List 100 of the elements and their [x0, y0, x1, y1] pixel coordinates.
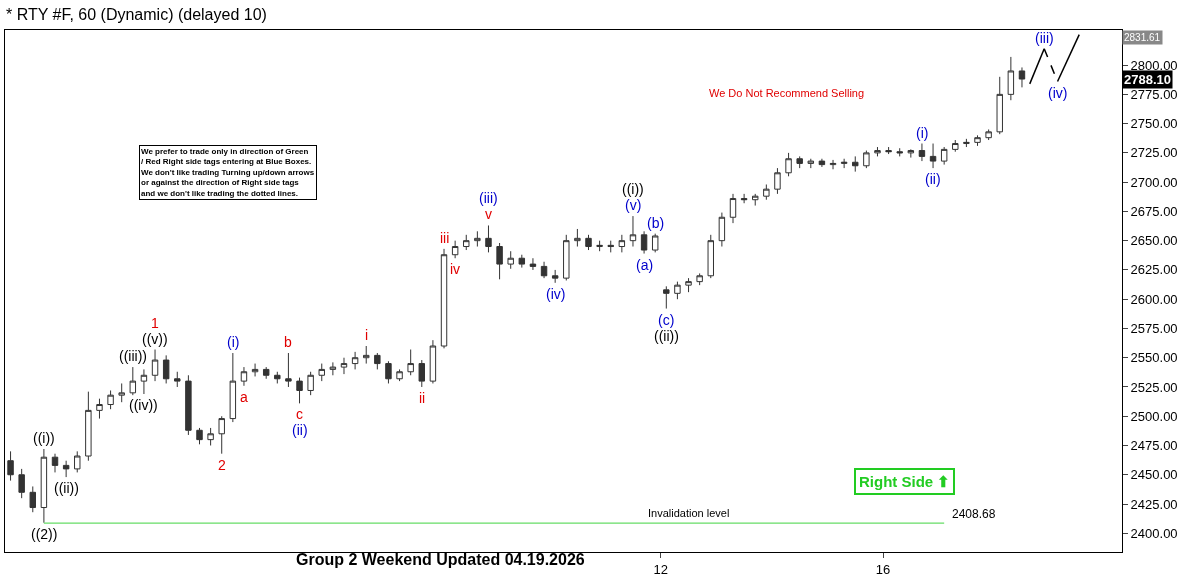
candlestick: [285, 352, 292, 388]
candlestick: [829, 159, 837, 170]
candlestick: [129, 366, 137, 396]
candlestick: [596, 240, 603, 252]
candlestick: [229, 352, 237, 423]
candlestick: [585, 234, 592, 251]
candlestick: [774, 167, 781, 195]
annotation: Group 2 Weekend Updated 04.19.2026: [296, 551, 585, 568]
candlestick: [729, 193, 737, 224]
candlestick: [863, 150, 870, 169]
candlestick: [385, 360, 392, 384]
candlestick: [663, 285, 670, 310]
annotation: Right Side ⬆: [859, 473, 951, 490]
y-tick-label: 2700.00: [1130, 174, 1178, 190]
annotation: ((i)): [622, 181, 644, 197]
y-tick-label: 2675.00: [1130, 203, 1178, 219]
candlestick: [485, 224, 492, 253]
candlestick: [185, 374, 192, 436]
candlestick: [440, 248, 448, 349]
annotation: We Do Not Recommend Selling: [709, 87, 865, 99]
candlestick: [162, 354, 170, 384]
candlestick: [885, 146, 892, 155]
annotation: c: [296, 406, 303, 422]
candlestick: [74, 450, 81, 473]
candlestick: [718, 212, 726, 248]
candlestick: [296, 377, 303, 404]
candlestick: [218, 415, 225, 455]
candlestick: [418, 359, 426, 388]
y-tick-label: 2800.00: [1130, 57, 1178, 73]
candlestick: [985, 128, 992, 141]
candlestick: [507, 250, 514, 270]
y-tick-label: 2550.00: [1130, 350, 1178, 366]
candlestick: [996, 76, 1003, 135]
candlestick: [940, 146, 948, 166]
annotation: ((v)): [142, 331, 168, 347]
candlestick: [674, 281, 681, 300]
y-tick-label: 2725.00: [1130, 145, 1178, 161]
annotation: ((2)): [31, 526, 58, 542]
candlestick: [1018, 66, 1026, 88]
text: 2831.61: [1124, 32, 1161, 43]
annotation: ((ii)): [654, 328, 679, 344]
annotation: ((ii)): [54, 480, 79, 496]
candlestick: [818, 158, 826, 168]
candlestick: [607, 240, 614, 253]
annotation: (ii): [925, 171, 941, 187]
y-tick-label: 2600.00: [1130, 291, 1178, 307]
candlestick: [174, 371, 181, 388]
candlestick: [785, 152, 792, 177]
candlestick: [752, 193, 759, 207]
x-tick-label: 16: [875, 561, 891, 577]
candlestick: [251, 363, 259, 377]
annotation: (iv): [546, 286, 566, 302]
y-tick-label: 2575.00: [1130, 321, 1178, 336]
y-tick-label: 2475.00: [1130, 438, 1178, 454]
candlestick: [329, 361, 337, 376]
candlestick: [40, 448, 48, 524]
annotation: (a): [636, 257, 654, 273]
annotation: i: [365, 327, 369, 343]
y-tick-label: 2750.00: [1130, 116, 1178, 132]
annotation: (iii): [1035, 30, 1054, 46]
candlestick: [151, 349, 159, 382]
candlestick: [307, 371, 314, 396]
y-tick-label: 2775.00: [1130, 86, 1178, 102]
candlestick: [140, 368, 148, 395]
y-tick-label: 2500.00: [1130, 408, 1178, 424]
annotation: b: [284, 334, 292, 350]
candlestick: [429, 339, 437, 384]
candlestick: [274, 371, 281, 384]
annotation: ((i)): [33, 430, 55, 446]
candlestick: [907, 148, 915, 159]
y-tick-label: 2450.00: [1130, 467, 1178, 483]
annotation: 2: [218, 457, 226, 473]
candlestick: [807, 158, 815, 169]
candlestick: [1007, 56, 1015, 101]
candlestick: [929, 143, 937, 169]
candlestick: [840, 158, 848, 169]
annotation: 2408.68: [952, 507, 996, 521]
candlestick: [18, 468, 25, 499]
candlestick: [952, 139, 959, 153]
annotation: (i): [916, 125, 929, 141]
annotation: We prefer to trade only in direction of Green / Red Right side tags entering at Blue Boxes. We don't like trading Turning up/down arrows or against the direction of Right side tags and we don't like trading the dotted lines.: [141, 147, 315, 198]
annotation: (b): [647, 215, 665, 231]
candlestick: [740, 193, 748, 204]
candlestick: [374, 352, 381, 370]
annotation: (ii): [292, 422, 308, 438]
candlestick: [852, 155, 859, 173]
candlestick: [696, 272, 703, 286]
candlestick: [896, 147, 903, 157]
candlestick: [351, 351, 359, 370]
annotation: (i): [227, 334, 240, 350]
annotation: iv: [450, 261, 461, 277]
candlestick: [540, 261, 548, 279]
candlestick: [240, 366, 248, 387]
annotation: ((iv)): [129, 397, 158, 413]
candlestick: [262, 366, 270, 380]
ref-line-label: Invalidation level: [648, 507, 730, 519]
candlestick: [318, 363, 325, 382]
candlestick: [574, 228, 581, 248]
annotation: 1: [151, 315, 159, 331]
annotation: iii: [440, 230, 450, 246]
